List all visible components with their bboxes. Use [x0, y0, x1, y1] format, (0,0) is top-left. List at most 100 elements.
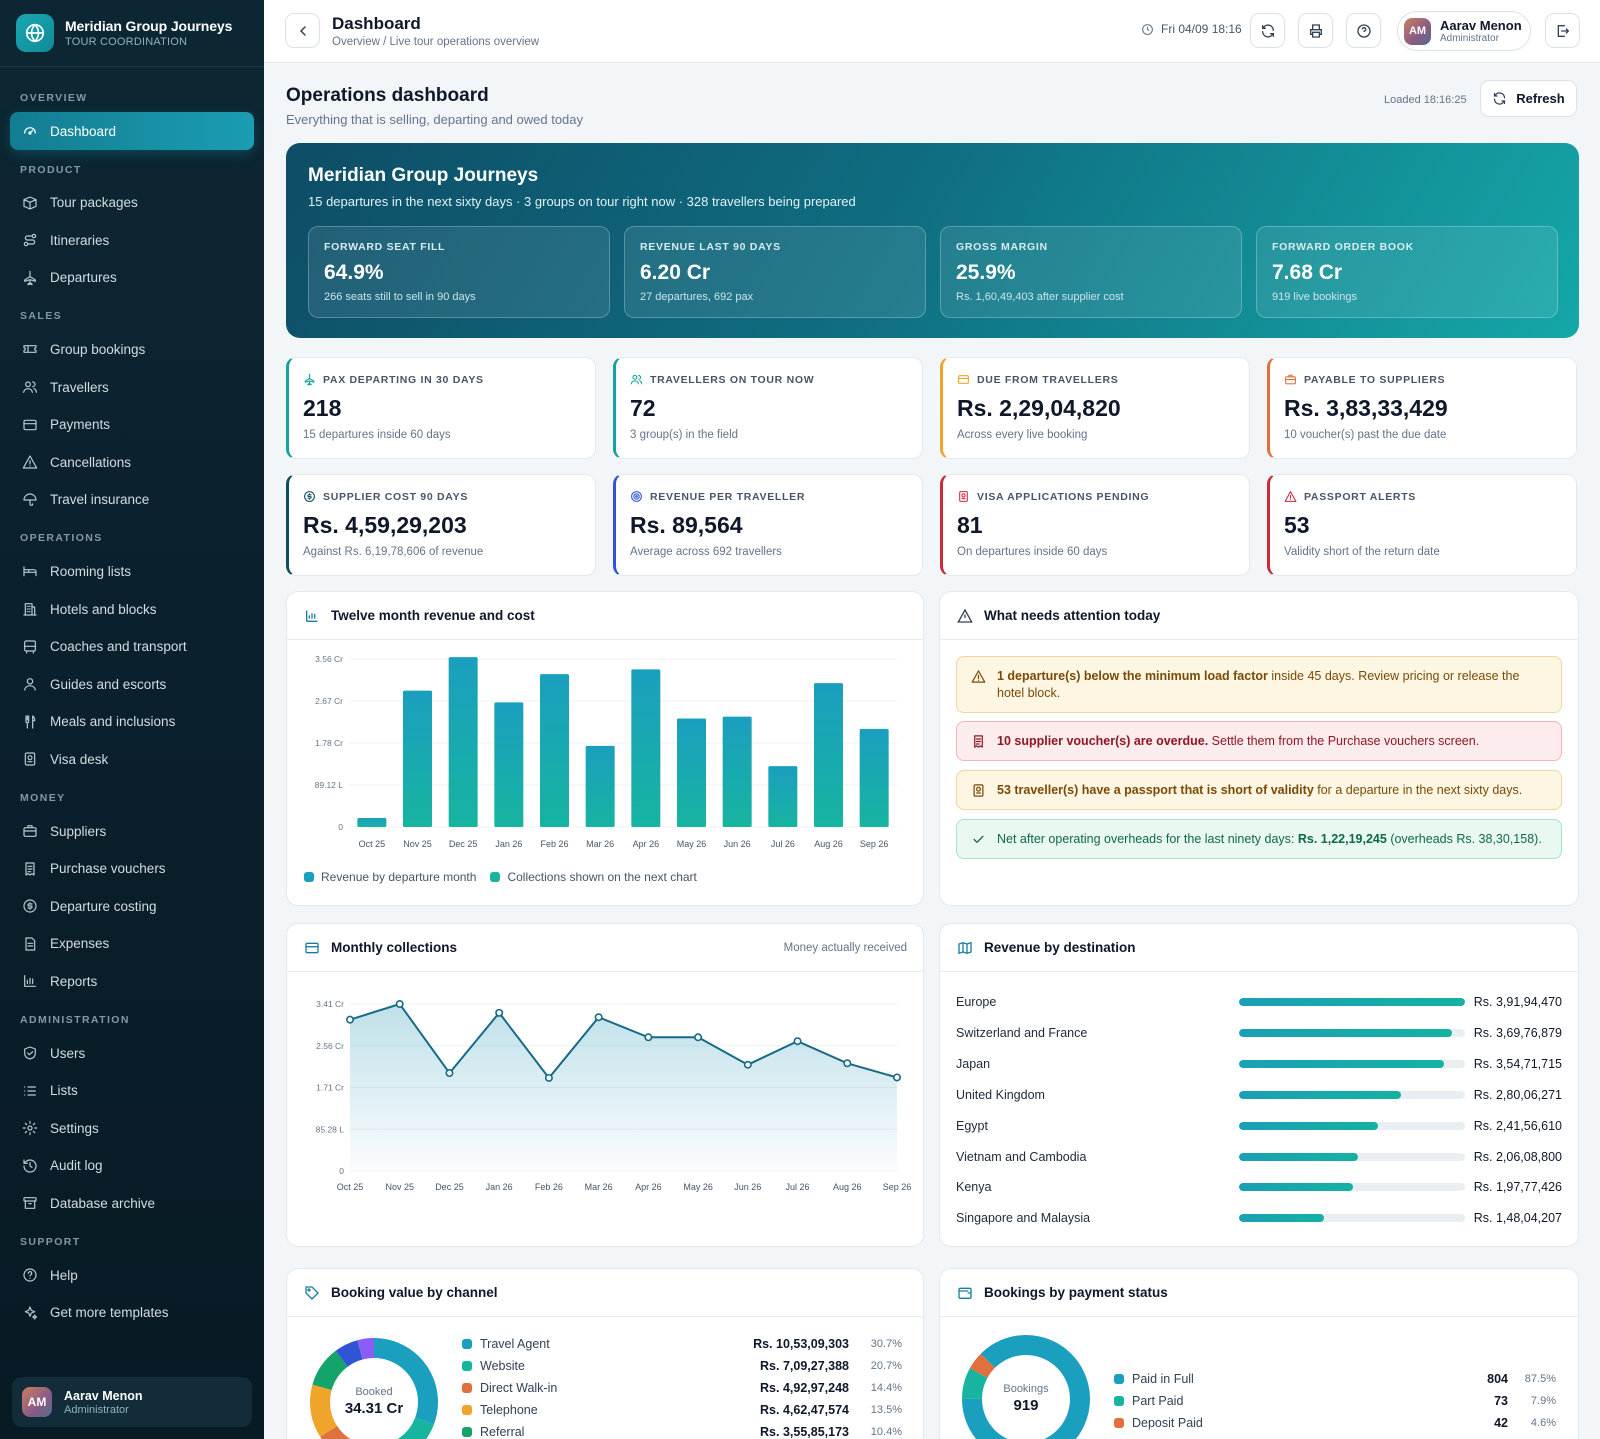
alert-warning[interactable]: 1 departure(s) below the minimum load fa…	[956, 656, 1562, 713]
sidebar-item-label: Dashboard	[50, 123, 117, 139]
legend-swatch	[462, 1426, 472, 1437]
sidebar-item-departures[interactable]: Departures	[10, 259, 254, 297]
sidebar-item-meals-and-inclusions[interactable]: Meals and inclusions	[10, 703, 254, 741]
alert-detail: (overheads Rs. 38,30,158).	[1386, 832, 1542, 846]
user-role: Administrator	[64, 1403, 129, 1416]
nav-section-title: OVERVIEW	[20, 92, 88, 104]
sidebar-item-purchase-vouchers[interactable]: Purchase vouchers	[10, 850, 254, 888]
data-point	[793, 1037, 802, 1046]
destination-amount: Rs. 2,06,08,800	[1473, 1149, 1562, 1164]
stat-card[interactable]: PAX DEPARTING IN 30 DAYS 218 15 departures…	[286, 357, 596, 459]
sidebar-item-settings[interactable]: Settings	[10, 1109, 254, 1147]
sidebar-item-tour-packages[interactable]: Tour packages	[10, 184, 254, 222]
sidebar-item-label: Travellers	[50, 379, 109, 395]
sidebar-item-group-bookings[interactable]: Group bookings	[10, 330, 254, 368]
legend-swatch	[1114, 1395, 1124, 1406]
kpi-value: 6.20 Cr	[640, 261, 711, 284]
hero-kpi-tile: REVENUE LAST 90 DAYS 6.20 Cr 27 departures…	[624, 226, 926, 318]
sidebar-item-cancellations[interactable]: Cancellations	[10, 443, 254, 481]
channel-row: Website Rs. 7,09,27,388 20.7%	[462, 1357, 902, 1375]
sidebar-item-itineraries[interactable]: Itineraries	[10, 221, 254, 259]
sidebar-item-travellers[interactable]: Travellers	[10, 368, 254, 406]
back-button[interactable]	[285, 13, 320, 48]
refresh-button[interactable]: Refresh	[1480, 80, 1577, 117]
legend-swatch	[1114, 1374, 1124, 1384]
stat-card[interactable]: DUE FROM TRAVELLERS Rs. 2,29,04,820 Across…	[940, 357, 1250, 459]
alert-warning[interactable]: 53 traveller(s) have a passport that is …	[956, 770, 1562, 810]
kpi-caption: 266 seats still to sell in 90 days	[324, 291, 476, 303]
legend-swatch	[304, 872, 314, 882]
printer-icon	[1309, 23, 1322, 38]
sidebar-item-audit-log[interactable]: Audit log	[10, 1147, 254, 1185]
help-button[interactable]	[1346, 13, 1381, 48]
stat-card[interactable]: REVENUE PER TRAVELLER Rs. 89,564 Average a…	[613, 474, 923, 576]
sidebar-item-lists[interactable]: Lists	[10, 1072, 254, 1110]
destination-name: Switzerland and France	[956, 1025, 1088, 1040]
sidebar-item-help[interactable]: Help	[10, 1256, 254, 1294]
destination-name: Egypt	[956, 1118, 988, 1133]
sidebar-item-expenses[interactable]: Expenses	[10, 925, 254, 963]
status-count: 42	[1494, 1415, 1508, 1430]
stat-card[interactable]: PAYABLE TO SUPPLIERS Rs. 3,83,33,429 10 vo…	[1267, 357, 1577, 459]
alert-success[interactable]: Net after operating overheads for the la…	[956, 819, 1562, 859]
sidebar-item-label: Database archive	[50, 1195, 156, 1211]
stat-card[interactable]: PASSPORT ALERTS 53 Validity short of the r…	[1267, 474, 1577, 576]
sidebar-user[interactable]: AM Aarav Menon Administrator	[12, 1377, 252, 1427]
sidebar-item-coaches-and-transport[interactable]: Coaches and transport	[10, 628, 254, 666]
card-title: Revenue by destination	[984, 940, 1136, 955]
channel-donut-chart	[310, 1338, 438, 1439]
sidebar-item-suppliers[interactable]: Suppliers	[10, 812, 254, 850]
kpi-value: 7.68 Cr	[1272, 261, 1343, 284]
clock-text: Fri 04/09 18:16	[1161, 22, 1242, 36]
logout-button[interactable]	[1545, 13, 1580, 48]
channel-amount: Rs. 4,92,97,248	[760, 1380, 849, 1395]
stat-caption: Across every live booking	[957, 429, 1088, 441]
sidebar-item-database-archive[interactable]: Database archive	[10, 1184, 254, 1222]
sidebar-item-label: Users	[50, 1045, 86, 1061]
destination-row: United Kingdom Rs. 2,80,06,271	[956, 1085, 1562, 1105]
sidebar-item-dashboard[interactable]: Dashboard	[10, 112, 254, 150]
destination-amount: Rs. 1,97,77,426	[1473, 1180, 1562, 1195]
stat-label: PAYABLE TO SUPPLIERS	[1304, 373, 1446, 386]
sidebar-item-reports[interactable]: Reports	[10, 962, 254, 1000]
user-menu[interactable]: AM Aarav Menon Administrator	[1397, 11, 1531, 51]
destination-amount: Rs. 3,54,71,715	[1473, 1056, 1562, 1071]
data-point	[694, 1033, 703, 1042]
stat-card[interactable]: TRAVELLERS ON TOUR NOW 72 3 group(s) in th…	[613, 357, 923, 459]
print-button[interactable]	[1298, 13, 1333, 48]
sidebar-item-get-more-templates[interactable]: Get more templates	[10, 1294, 254, 1332]
destination-amount: Rs. 2,41,56,610	[1473, 1118, 1562, 1133]
stat-card[interactable]: VISA APPLICATIONS PENDING 81 On departures…	[940, 474, 1250, 576]
sidebar-item-rooming-lists[interactable]: Rooming lists	[10, 552, 254, 590]
stat-value: Rs. 89,564	[630, 512, 743, 538]
brand[interactable]: Meridian Group Journeys TOUR COORDINATIO…	[0, 0, 264, 67]
logout-icon	[1557, 24, 1569, 37]
avatar: AM	[22, 1387, 52, 1417]
sidebar-item-users[interactable]: Users	[10, 1034, 254, 1072]
stat-caption: 3 group(s) in the field	[630, 429, 739, 441]
bar	[448, 657, 478, 827]
destination-card: Revenue by destination Europe Rs. 3,91,94…	[939, 923, 1579, 1247]
x-tick-label: May 26	[677, 839, 707, 849]
stat-card[interactable]: SUPPLIER COST 90 DAYS Rs. 4,59,29,203 Agai…	[286, 474, 596, 576]
sync-button[interactable]	[1250, 13, 1285, 48]
sidebar-item-label: Guides and escorts	[50, 676, 167, 692]
topbar: Dashboard Overview / Live tour operation…	[264, 0, 1600, 63]
destination-amount: Rs. 2,80,06,271	[1473, 1087, 1562, 1102]
alert-danger[interactable]: 10 supplier voucher(s) are overdue. Sett…	[956, 721, 1562, 761]
bar	[859, 728, 889, 827]
users-icon	[22, 379, 38, 395]
sidebar-item-travel-insurance[interactable]: Travel insurance	[10, 481, 254, 519]
sidebar-item-visa-desk[interactable]: Visa desk	[10, 740, 254, 778]
refresh-label: Refresh	[1516, 91, 1565, 106]
sidebar-item-payments[interactable]: Payments	[10, 406, 254, 444]
check-icon	[971, 832, 986, 847]
bus-icon	[22, 639, 38, 655]
legend-swatch	[1114, 1417, 1124, 1428]
sidebar-item-guides-and-escorts[interactable]: Guides and escorts	[10, 665, 254, 703]
sidebar-item-departure-costing[interactable]: Departure costing	[10, 887, 254, 925]
destination-bar-fill	[1239, 1028, 1453, 1037]
destination-bar-fill	[1239, 1183, 1354, 1192]
sidebar-item-hotels-and-blocks[interactable]: Hotels and blocks	[10, 590, 254, 628]
warning-icon	[971, 669, 986, 684]
